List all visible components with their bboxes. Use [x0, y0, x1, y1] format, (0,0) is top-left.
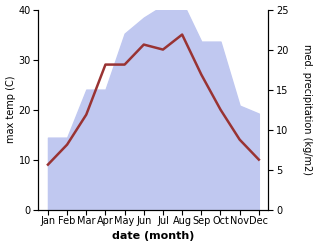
X-axis label: date (month): date (month) — [112, 231, 195, 242]
Y-axis label: med. precipitation (kg/m2): med. precipitation (kg/m2) — [302, 44, 313, 175]
Y-axis label: max temp (C): max temp (C) — [5, 76, 16, 143]
